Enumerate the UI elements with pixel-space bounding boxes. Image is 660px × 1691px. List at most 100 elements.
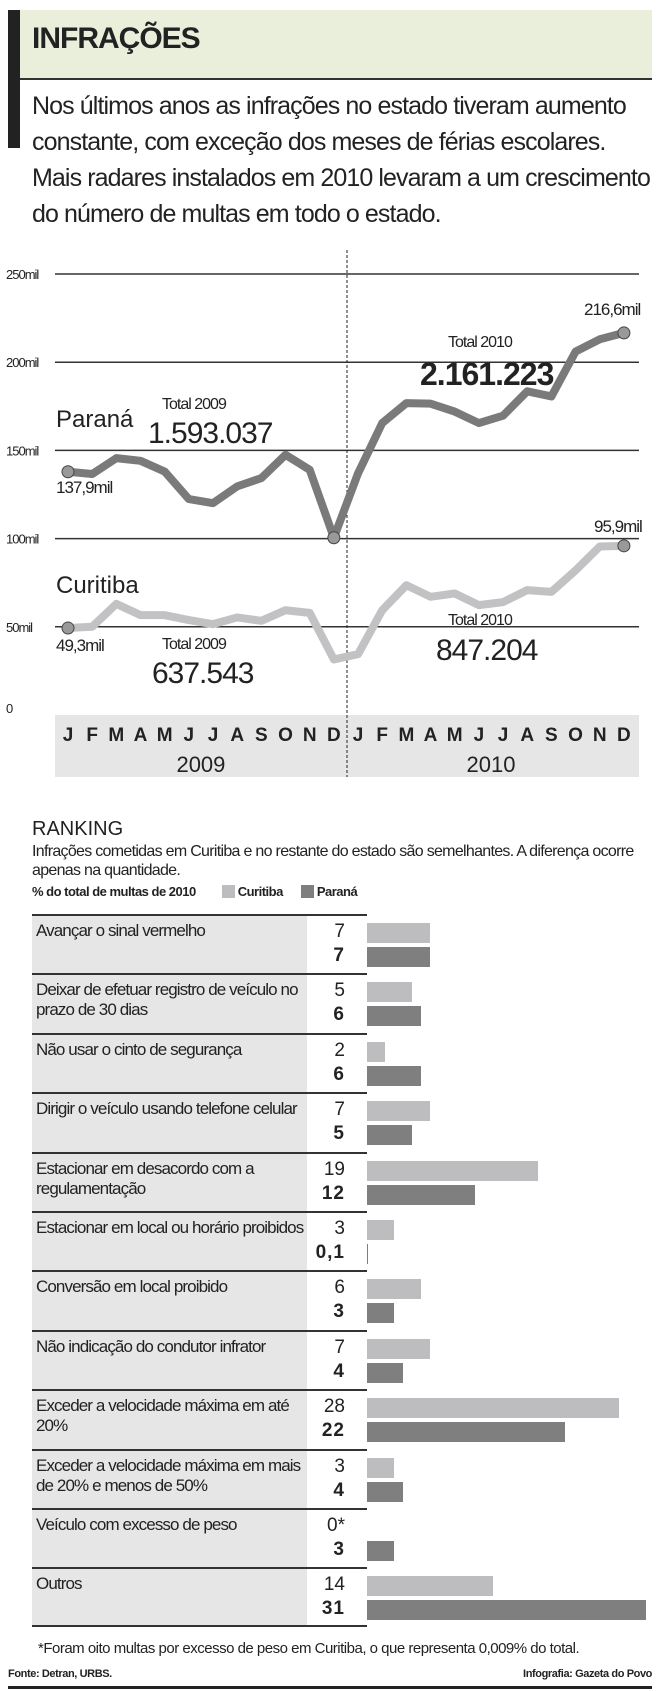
- parana-bar: [367, 1600, 646, 1621]
- month-label: A: [424, 725, 438, 746]
- curitiba-value: 0*: [327, 1514, 345, 1536]
- table-row: Estacionar em local ou horário proibidos…: [32, 1210, 394, 1271]
- month-label: J: [63, 725, 74, 746]
- table-row: Veículo com excesso de peso 0* 3: [32, 1507, 394, 1568]
- month-label: N: [593, 725, 607, 746]
- row-label: Estacionar em desacordo com a regulament…: [36, 1158, 255, 1198]
- curitiba-bar: [367, 923, 430, 943]
- parana-total-2009-value: 1.593.037: [148, 417, 273, 450]
- month-label: A: [134, 725, 148, 746]
- parana-value: 3: [333, 1301, 345, 1323]
- curitiba-value: 6: [334, 1277, 345, 1299]
- row-label: Conversão em local proibido: [36, 1277, 228, 1297]
- table-row: Avançar o sinal vermelho 7 7: [32, 914, 430, 974]
- legend-swatch-curitiba: [221, 885, 235, 898]
- curitiba-value: 5: [334, 980, 345, 1002]
- curitiba-total-2010-label: Total 2010: [448, 612, 513, 629]
- table-row: Não indicação do condutor infrator 7 4: [32, 1329, 430, 1390]
- unit-label: % do total de multas de 2010: [32, 884, 196, 899]
- parana-value: 3: [333, 1538, 345, 1560]
- curitiba-bar: [367, 982, 412, 1003]
- month-label: M: [108, 725, 124, 746]
- parana-bar: [367, 1481, 403, 1502]
- legend-curitiba: Curitiba: [237, 884, 284, 899]
- parana-bar: [367, 1303, 394, 1324]
- row-label-cell: Exceder a velocidade máxima em mais de 2…: [32, 1450, 307, 1508]
- month-label: J: [208, 725, 219, 746]
- parana-value: 4: [333, 1479, 345, 1501]
- parana-value: 5: [333, 1123, 345, 1145]
- credit: Infografia: Gazeta do Povo: [523, 1668, 652, 1680]
- parana-bar: [367, 1065, 421, 1086]
- parana-value: 7: [333, 945, 345, 966]
- curitiba-bar: [367, 1398, 619, 1419]
- header-accent-bar: [8, 10, 20, 148]
- ranking-table: Avançar o sinal vermelho 7 7 Deixar de efet…: [32, 914, 652, 1627]
- parana-total-2010-value: 2.161.223: [420, 356, 554, 392]
- parana-value: 22: [321, 1420, 345, 1442]
- row-label: Não usar o cinto de segurança: [36, 1039, 242, 1059]
- table-row: Dirigir o veículo usando telefone celula…: [32, 1092, 430, 1152]
- month-label: F: [86, 725, 98, 746]
- row-label: Estacionar em local ou horário proibidos: [36, 1217, 304, 1237]
- row-label-cell: Estacionar em desacordo com a regulament…: [32, 1153, 307, 1211]
- table-row: Estacionar em desacordo com a regulament…: [32, 1151, 538, 1211]
- row-label: Outros: [36, 1574, 83, 1594]
- y-tick-label: 250mil: [6, 267, 39, 282]
- parana-bar: [367, 947, 430, 967]
- month-label: J: [184, 725, 195, 746]
- curitiba-value: 7: [334, 1099, 345, 1121]
- curitiba-bar: [367, 1041, 385, 1062]
- curitiba-bar: [367, 1457, 394, 1478]
- year-label: 2010: [466, 752, 515, 777]
- row-label: Não indicação do condutor infrator: [36, 1336, 266, 1356]
- row-label-cell: Outros: [32, 1569, 307, 1625]
- header-band: [20, 10, 652, 80]
- curitiba-value: 3: [334, 1455, 345, 1477]
- parana-bar: [367, 1125, 412, 1146]
- month-label: F: [376, 725, 388, 746]
- curitiba-bar: [367, 1338, 430, 1359]
- source: Fonte: Detran, URBS.: [8, 1668, 112, 1680]
- month-label: M: [398, 725, 414, 746]
- parana-total-2009-label: Total 2009: [162, 396, 227, 413]
- parana-bar: [367, 1184, 475, 1205]
- table-row: Exceder a velocidade máxima em até 20% 28…: [32, 1389, 619, 1449]
- row-label: Exceder a velocidade máxima em até 20%: [36, 1396, 290, 1436]
- month-label: A: [230, 725, 244, 746]
- curitiba-end-label: 95,9mil: [594, 517, 643, 536]
- row-label-cell: Não indicação do condutor infrator: [32, 1331, 307, 1390]
- page-title: INFRAÇÕES: [32, 22, 201, 55]
- curitiba-value: 19: [323, 1158, 345, 1180]
- curitiba-value: 28: [323, 1396, 345, 1418]
- parana-bar: [367, 1006, 421, 1027]
- parana-value: 12: [321, 1182, 345, 1204]
- series-line-parana: [67, 329, 625, 542]
- row-label: Deixar de efetuar registro de veículo no…: [36, 980, 299, 1020]
- data-point: [617, 539, 631, 553]
- month-label: S: [255, 725, 268, 746]
- data-point: [617, 326, 631, 340]
- curitiba-value: 3: [334, 1217, 345, 1239]
- intro-text: Nos últimos anos as infrações no estado …: [32, 92, 651, 228]
- curitiba-total-2009-label: Total 2009: [162, 636, 227, 653]
- parana-value: 6: [333, 1063, 345, 1085]
- curitiba-value: 7: [334, 921, 345, 942]
- curitiba-bar: [367, 1219, 394, 1240]
- curitiba-value: 7: [334, 1336, 345, 1358]
- row-label: Dirigir o veículo usando telefone celula…: [36, 1099, 298, 1119]
- table-row: Outros 14 31: [32, 1567, 646, 1627]
- curitiba-value: 14: [323, 1574, 345, 1596]
- month-label: O: [278, 725, 293, 746]
- y-tick-label: 200mil: [6, 355, 39, 370]
- curitiba-start-label: 49,3mil: [56, 636, 105, 655]
- parana-value: 4: [333, 1360, 345, 1382]
- series-label-curitiba: Curitiba: [56, 572, 139, 599]
- month-label: J: [474, 725, 485, 746]
- data-point: [61, 621, 75, 635]
- y-tick-label: 150mil: [6, 443, 39, 458]
- table-row: Conversão em local proibido 6 3: [32, 1270, 421, 1330]
- row-label-cell: Estacionar em local ou horário proibidos: [32, 1212, 307, 1271]
- row-label: Avançar o sinal vermelho: [36, 921, 206, 940]
